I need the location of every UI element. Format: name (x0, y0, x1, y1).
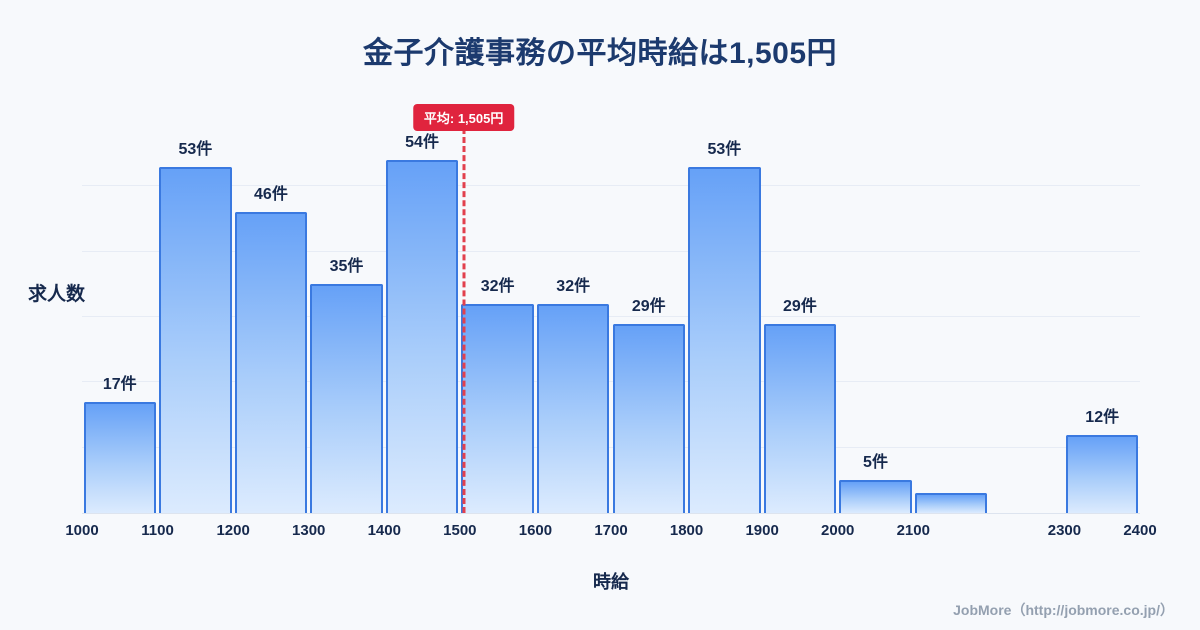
bar-value-label: 46件 (254, 186, 288, 204)
bar-value-label: 35件 (329, 258, 364, 276)
x-tick-label: 2100 (896, 522, 930, 539)
gridline (82, 250, 1140, 252)
x-axis-label: 時給 (593, 572, 629, 592)
histogram-bar (385, 160, 459, 513)
x-tick-label: 1400 (367, 522, 401, 539)
histogram-bar (536, 303, 610, 513)
x-tick-label: 1200 (216, 522, 250, 539)
histogram-bar (1065, 434, 1139, 513)
histogram-bar (914, 493, 988, 513)
bar-value-label: 54件 (405, 134, 439, 152)
x-tick-label: 2000 (821, 522, 855, 539)
histogram-bar (310, 284, 383, 513)
plot-area: 平均: 1,505円 17件 53件 46件 35件 54件 32件 32件 29件 53件 29… (65, 104, 1157, 539)
x-tick-label: 1300 (292, 522, 326, 539)
bar-value-label: 32件 (480, 277, 515, 295)
histogram-bar (234, 212, 308, 513)
attribution-footer: JobMore（http://jobmore.co.jp/） (953, 602, 1174, 618)
x-tick-label: 2400 (1123, 522, 1157, 539)
x-tick-label: 2300 (1047, 522, 1082, 539)
average-badge: 平均: 1,505円 (412, 104, 515, 131)
x-tick-label: 1700 (594, 522, 628, 539)
chart-title: 金子介護事務の平均時給は1,505円 (362, 37, 838, 70)
bar-value-label: 12件 (1085, 408, 1120, 426)
gridline (82, 381, 1140, 383)
x-tick-label: 1000 (65, 522, 99, 539)
bar-value-label: 29件 (783, 297, 817, 315)
gridline (82, 185, 1140, 187)
bar-value-label: 29件 (631, 297, 666, 315)
x-tick-label: 1500 (443, 522, 477, 539)
histogram-bar (461, 303, 534, 513)
bar-value-label: 32件 (556, 277, 591, 295)
x-tick-label: 1100 (141, 522, 174, 539)
y-axis-label: 求人数 (28, 284, 86, 305)
bar-value-label: 53件 (707, 140, 742, 158)
bar-value-label: 53件 (178, 140, 213, 158)
histogram-bar (612, 323, 686, 513)
histogram-bar (839, 480, 912, 513)
bar-value-label: 5件 (863, 454, 888, 472)
average-dashed-line (462, 128, 466, 513)
x-tick-label: 1900 (745, 522, 779, 539)
histogram-bar (83, 401, 157, 513)
histogram-bar (763, 323, 837, 513)
bar-value-label: 17件 (102, 375, 137, 393)
histogram-bar (159, 166, 232, 513)
gridline (82, 316, 1140, 317)
histogram-bar (688, 166, 761, 513)
x-tick-label: 1600 (518, 522, 553, 539)
x-tick-label: 1800 (669, 522, 704, 539)
gridline (82, 446, 1140, 448)
